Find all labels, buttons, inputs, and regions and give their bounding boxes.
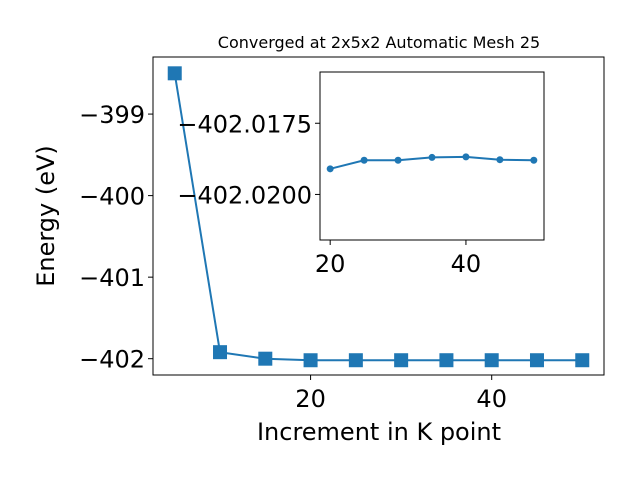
y-tick-label: −402.0200 xyxy=(177,181,312,209)
series-line xyxy=(173,73,583,362)
y-tick-label: −400 xyxy=(79,183,145,211)
y-tick-label: −401 xyxy=(79,264,145,292)
data-point xyxy=(167,66,182,81)
y-tick-label: −402.0175 xyxy=(177,110,312,138)
x-tick-label: 40 xyxy=(451,250,482,278)
data-point xyxy=(258,351,273,366)
x-tick-label: 40 xyxy=(476,385,507,413)
x-tick-label: 20 xyxy=(295,385,326,413)
data-point xyxy=(213,345,228,360)
data-point xyxy=(529,353,544,368)
y-tick-label: −402 xyxy=(79,346,145,374)
data-point xyxy=(575,353,590,368)
data-point xyxy=(394,156,402,164)
y-axis-label: Energy (eV) xyxy=(32,145,60,287)
data-point xyxy=(530,156,538,164)
data-point xyxy=(303,353,318,368)
inset-axes-ticks: 20 40 −402.0200 −402.0175 xyxy=(177,110,481,278)
main-series xyxy=(167,66,590,368)
data-point xyxy=(348,353,363,368)
data-point xyxy=(326,165,334,173)
main-plot-area xyxy=(152,56,605,376)
x-tick-label: 20 xyxy=(315,250,346,278)
data-point xyxy=(394,353,409,368)
x-axis-label: Increment in K point xyxy=(257,418,501,446)
chart-title: Converged at 2x5x2 Automatic Mesh 25 xyxy=(218,33,540,52)
inset-plot-area xyxy=(319,71,545,241)
data-point xyxy=(439,353,454,368)
y-tick-label: −399 xyxy=(79,101,145,129)
inset-series xyxy=(326,153,538,173)
data-point xyxy=(462,153,470,161)
main-axes-ticks: 20 40 −402 −401 −400 −399 xyxy=(79,101,507,413)
data-point xyxy=(428,153,436,161)
data-point xyxy=(484,353,499,368)
data-point xyxy=(360,156,368,164)
data-point xyxy=(496,156,504,164)
